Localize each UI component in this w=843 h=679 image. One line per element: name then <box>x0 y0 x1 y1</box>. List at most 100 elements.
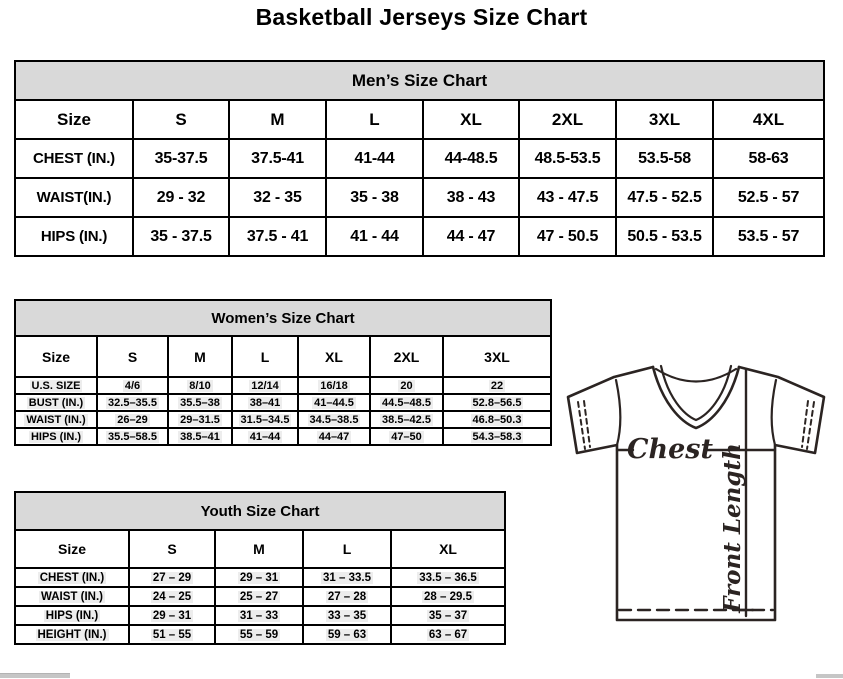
size-value-cell: 54.3–58.3 <box>441 427 553 446</box>
size-value-cell: 31.5–34.5 <box>231 410 299 429</box>
size-value-cell: 35-37.5 <box>132 138 230 179</box>
size-value-cell: 33 – 35 <box>302 605 392 626</box>
size-value-cell: 4/6 <box>96 376 169 395</box>
row-label: HIPS (IN.) <box>14 427 98 446</box>
size-value: 26–29 <box>115 413 150 426</box>
scrollbar-fragment-left[interactable] <box>0 673 70 678</box>
left-cuff-stitch-lines <box>577 400 591 450</box>
size-value: 44–47 <box>316 430 352 443</box>
row-label: HEIGHT (IN.) <box>14 624 130 645</box>
row-label: BUST (IN.) <box>14 393 98 412</box>
size-value-cell: 29 – 31 <box>128 605 216 626</box>
table-row: BUST (IN.) 32.5–35.5 35.5–38 38–41 41–44… <box>14 393 553 412</box>
size-value-cell: 44.5–48.5 <box>369 393 444 412</box>
size-value-cell: 52.5 - 57 <box>711 177 826 218</box>
size-value-cell: 29 – 31 <box>214 567 304 588</box>
size-value-cell: 38.5–41 <box>167 427 233 446</box>
size-value-cell: 35.5–58.5 <box>96 427 169 446</box>
size-value-cell: 59 – 63 <box>302 624 392 645</box>
size-value-cell: 35 - 37.5 <box>132 216 230 257</box>
youth-chart-title: Youth Size Chart <box>13 491 507 531</box>
mens-size-chart: Men’s Size Chart Size S M L XL 2XL 3XL 4… <box>13 60 826 257</box>
size-value: 31 – 33.5 <box>321 571 373 584</box>
row-label-text: HEIGHT (IN.) <box>35 628 109 641</box>
size-value-cell: 31 – 33 <box>214 605 304 626</box>
size-value: 22 <box>488 379 506 392</box>
size-value: 35 – 37 <box>426 609 470 622</box>
youth-col-header: Size <box>14 529 130 569</box>
row-label-text: HIPS (IN.) <box>43 609 101 622</box>
row-label: U.S. SIZE <box>14 376 98 395</box>
size-value: 28 – 29.5 <box>422 590 474 603</box>
size-value-cell: 35 - 38 <box>325 177 424 218</box>
size-value-cell: 32.5–35.5 <box>96 393 169 412</box>
womens-col-header: 3XL <box>441 335 553 378</box>
size-value: 4/6 <box>122 379 143 392</box>
row-label-text: U.S. SIZE <box>29 379 83 392</box>
table-row: CHEST (IN.) 35-37.5 37.5-41 41-44 44-48.… <box>14 138 826 179</box>
size-value: 29 – 31 <box>237 571 281 584</box>
size-value: 31.5–34.5 <box>238 413 292 426</box>
womens-col-header: XL <box>297 335 371 378</box>
table-row: HIPS (IN.) 35 - 37.5 37.5 - 41 41 - 44 4… <box>14 216 826 257</box>
size-value-cell: 44–47 <box>297 427 371 446</box>
womens-size-chart: Women’s Size Chart Size S M L XL 2XL 3XL… <box>13 299 553 446</box>
size-value-cell: 8/10 <box>167 376 233 395</box>
size-value: 46.8–50.3 <box>470 413 524 426</box>
row-label: CHEST (IN.) <box>14 567 130 588</box>
size-value: 44.5–48.5 <box>380 396 433 409</box>
size-value-cell: 41 - 44 <box>325 216 424 257</box>
size-value-cell: 47 - 50.5 <box>518 216 617 257</box>
size-value-cell: 53.5-58 <box>615 138 714 179</box>
size-value-cell: 41-44 <box>325 138 424 179</box>
scrollbar-fragment-right[interactable] <box>816 674 843 678</box>
mens-col-header: 4XL <box>711 99 826 140</box>
size-value: 41–44.5 <box>312 396 356 409</box>
mens-col-header: L <box>325 99 424 140</box>
row-label: CHEST (IN.) <box>14 138 134 179</box>
size-value-cell: 38.5–42.5 <box>369 410 444 429</box>
row-label: WAIST (IN.) <box>14 586 130 607</box>
size-value-cell: 41–44.5 <box>297 393 371 412</box>
size-value: 27 – 28 <box>325 590 369 603</box>
front-length-measure-line <box>737 368 755 618</box>
collar-back-curve <box>654 367 738 383</box>
size-value-cell: 35 – 37 <box>389 605 507 626</box>
size-value-cell: 43 - 47.5 <box>518 177 617 218</box>
table-row: WAIST (IN.) 24 – 25 25 – 27 27 – 28 28 –… <box>14 586 507 607</box>
size-value-cell: 34.5–38.5 <box>297 410 371 429</box>
row-label: WAIST(IN.) <box>14 177 134 218</box>
mens-col-header: S <box>132 99 230 140</box>
right-cuff-stitch-lines <box>801 400 815 450</box>
womens-col-header: M <box>167 335 233 378</box>
size-value: 33.5 – 36.5 <box>417 571 479 584</box>
mens-col-header: XL <box>422 99 520 140</box>
row-label: WAIST (IN.) <box>14 410 98 429</box>
size-value: 24 – 25 <box>150 590 194 603</box>
row-label-text: CHEST (IN.) <box>37 571 107 584</box>
size-value-cell: 32 - 35 <box>228 177 327 218</box>
row-label: HIPS (IN.) <box>14 605 130 626</box>
size-value-cell: 44 - 47 <box>422 216 520 257</box>
size-value: 12/14 <box>249 379 281 392</box>
table-row: WAIST(IN.) 29 - 32 32 - 35 35 - 38 38 - … <box>14 177 826 218</box>
collar-v-outer <box>651 365 741 430</box>
size-value: 38–41 <box>247 396 283 409</box>
size-value-cell: 27 – 28 <box>302 586 392 607</box>
youth-size-chart: Youth Size Chart Size S M L XL CHEST (IN… <box>13 491 507 645</box>
right-sleeve-seam <box>770 378 778 447</box>
size-value: 59 – 63 <box>325 628 369 641</box>
size-value-cell: 55 – 59 <box>214 624 304 645</box>
size-value: 25 – 27 <box>237 590 281 603</box>
front-length-label: Front Length <box>719 443 746 614</box>
size-value: 41–44 <box>247 430 283 443</box>
page-title: Basketball Jerseys Size Chart <box>255 4 588 30</box>
womens-col-header: Size <box>14 335 98 378</box>
size-value-cell: 24 – 25 <box>128 586 216 607</box>
size-value: 32.5–35.5 <box>106 396 159 409</box>
size-value-cell: 22 <box>441 376 553 395</box>
size-value-cell: 47.5 - 52.5 <box>615 177 714 218</box>
size-value-cell: 26–29 <box>96 410 169 429</box>
size-value-cell: 50.5 - 53.5 <box>615 216 714 257</box>
table-row: CHEST (IN.) 27 – 29 29 – 31 31 – 33.5 33… <box>14 567 507 588</box>
